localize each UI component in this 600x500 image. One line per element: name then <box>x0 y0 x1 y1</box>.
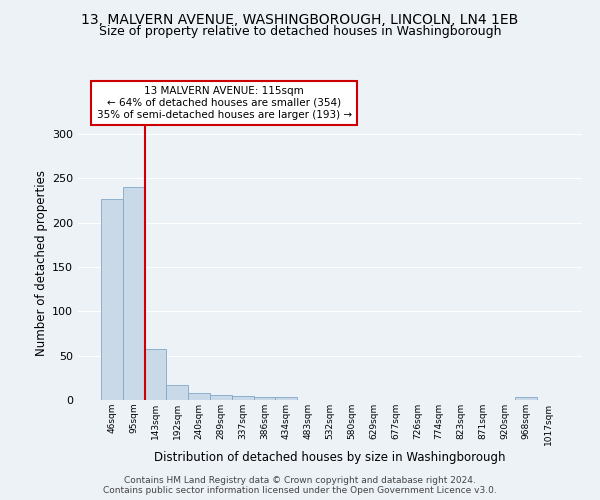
Text: 13, MALVERN AVENUE, WASHINGBOROUGH, LINCOLN, LN4 1EB: 13, MALVERN AVENUE, WASHINGBOROUGH, LINC… <box>82 12 518 26</box>
Text: Size of property relative to detached houses in Washingborough: Size of property relative to detached ho… <box>99 25 501 38</box>
Bar <box>210 394 232 400</box>
Bar <box>232 396 254 400</box>
Y-axis label: Number of detached properties: Number of detached properties <box>35 170 48 356</box>
Bar <box>515 398 537 400</box>
Bar <box>101 198 123 400</box>
Bar <box>254 398 275 400</box>
Bar <box>275 398 297 400</box>
Text: Distribution of detached houses by size in Washingborough: Distribution of detached houses by size … <box>154 451 506 464</box>
Bar <box>123 187 145 400</box>
Text: 13 MALVERN AVENUE: 115sqm
← 64% of detached houses are smaller (354)
35% of semi: 13 MALVERN AVENUE: 115sqm ← 64% of detac… <box>97 86 352 120</box>
Text: Contains HM Land Registry data © Crown copyright and database right 2024.
Contai: Contains HM Land Registry data © Crown c… <box>103 476 497 495</box>
Bar <box>188 393 210 400</box>
Bar <box>166 385 188 400</box>
Bar <box>145 348 166 400</box>
